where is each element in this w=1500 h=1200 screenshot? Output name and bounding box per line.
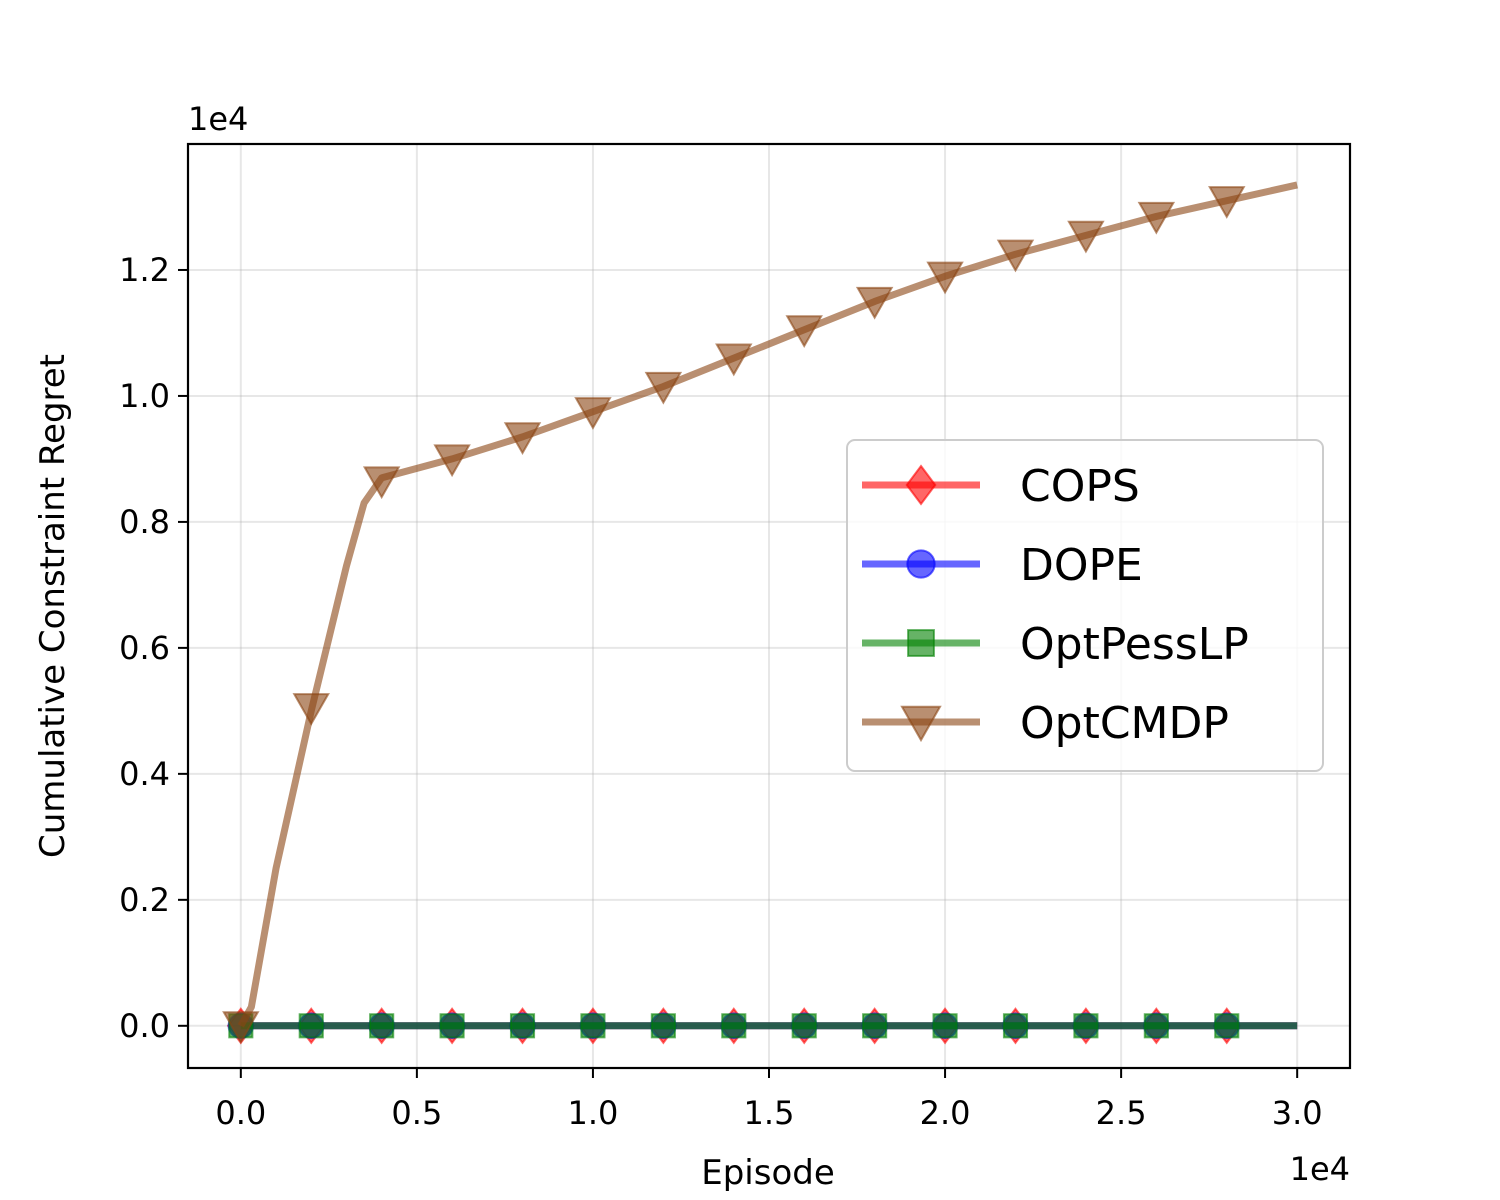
data-point-optcmdp	[362, 466, 401, 500]
data-point-optpesslp	[721, 1013, 747, 1039]
x-tick-label: 1.0	[567, 1094, 618, 1132]
data-point-optpesslp	[932, 1013, 958, 1039]
data-point-optpesslp	[298, 1013, 324, 1039]
legend-entry-cops: COPS	[862, 461, 1140, 512]
x-tick-label: 3.0	[1272, 1094, 1323, 1132]
legend: COPS DOPE OptPessLP OptCMDP	[846, 439, 1324, 772]
data-point-optcmdp	[433, 444, 471, 478]
data-point-optcmdp	[785, 315, 823, 348]
legend-entry-optpesslp: OptPessLP	[862, 619, 1249, 670]
x-tick-label: 2.0	[920, 1094, 971, 1132]
data-point-optcmdp	[1208, 186, 1246, 219]
data-point-optcmdp	[996, 239, 1035, 273]
y-tick-label: 0.0	[119, 1007, 170, 1045]
y-offset-label: 1e4	[188, 100, 248, 138]
data-point-optcmdp	[855, 286, 894, 320]
data-point-optpesslp	[862, 1013, 888, 1039]
data-point-optpesslp	[1214, 1013, 1240, 1039]
data-point-optcmdp	[222, 1011, 260, 1044]
legend-marker-optcmdp	[900, 705, 942, 743]
legend-marker-dope	[906, 549, 936, 579]
data-point-optpesslp	[1002, 1013, 1029, 1039]
legend-entry-optcmdp: OptCMDP	[862, 698, 1229, 749]
series-group	[222, 181, 1298, 1045]
data-point-optcmdp	[1137, 201, 1176, 235]
y-tick-label: 0.6	[119, 629, 170, 667]
data-point-optcmdp	[292, 693, 330, 726]
data-point-optcmdp	[715, 343, 753, 377]
legend-marker-optpesslp	[907, 629, 935, 657]
data-point-optcmdp	[644, 371, 683, 405]
x-tick-label: 0.5	[391, 1094, 442, 1132]
data-point-optpesslp	[509, 1013, 536, 1039]
y-tick-label: 0.4	[119, 755, 170, 793]
data-point-optpesslp	[1143, 1013, 1169, 1039]
data-point-optpesslp	[580, 1013, 606, 1039]
legend-label-optpesslp: OptPessLP	[1020, 619, 1249, 670]
legend-label-cops: COPS	[1020, 461, 1140, 512]
y-axis-label: Cumulative Constraint Regret	[33, 354, 73, 858]
x-axis-label: Episode	[701, 1153, 835, 1193]
data-point-optpesslp	[369, 1013, 395, 1039]
y-tick-label: 1.2	[119, 251, 170, 289]
legend-entry-dope: DOPE	[862, 540, 1143, 591]
x-tick-label: 0.0	[215, 1094, 266, 1132]
data-point-optpesslp	[650, 1013, 676, 1039]
legend-label-dope: DOPE	[1020, 540, 1143, 591]
x-offset-label: 1e4	[1290, 1150, 1350, 1188]
data-point-optcmdp	[503, 422, 542, 456]
y-tick-label: 0.2	[119, 881, 170, 919]
data-point-optcmdp	[574, 397, 612, 430]
x-tick-label: 2.5	[1096, 1094, 1147, 1132]
data-point-optpesslp	[439, 1013, 465, 1039]
legend-label-optcmdp: OptCMDP	[1020, 698, 1229, 749]
y-tick-label: 1.0	[119, 377, 170, 415]
data-point-optcmdp	[926, 261, 964, 295]
data-point-optpesslp	[1073, 1013, 1099, 1039]
ticks: 0.0 0.5 1.0 1.5 2.0 2.5 3.0 0.0 0.2 0.4 0.6 0.8 1.0 1…	[119, 251, 1323, 1132]
series-optpesslp	[228, 1013, 1298, 1039]
y-tick-label: 0.8	[119, 503, 170, 541]
series-optcmdp	[222, 181, 1298, 1044]
legend-box	[846, 439, 1324, 772]
legend-marker-cops	[905, 464, 937, 506]
x-tick-label: 1.5	[744, 1094, 795, 1132]
data-point-optcmdp	[1067, 220, 1105, 254]
data-point-optpesslp	[791, 1013, 817, 1039]
